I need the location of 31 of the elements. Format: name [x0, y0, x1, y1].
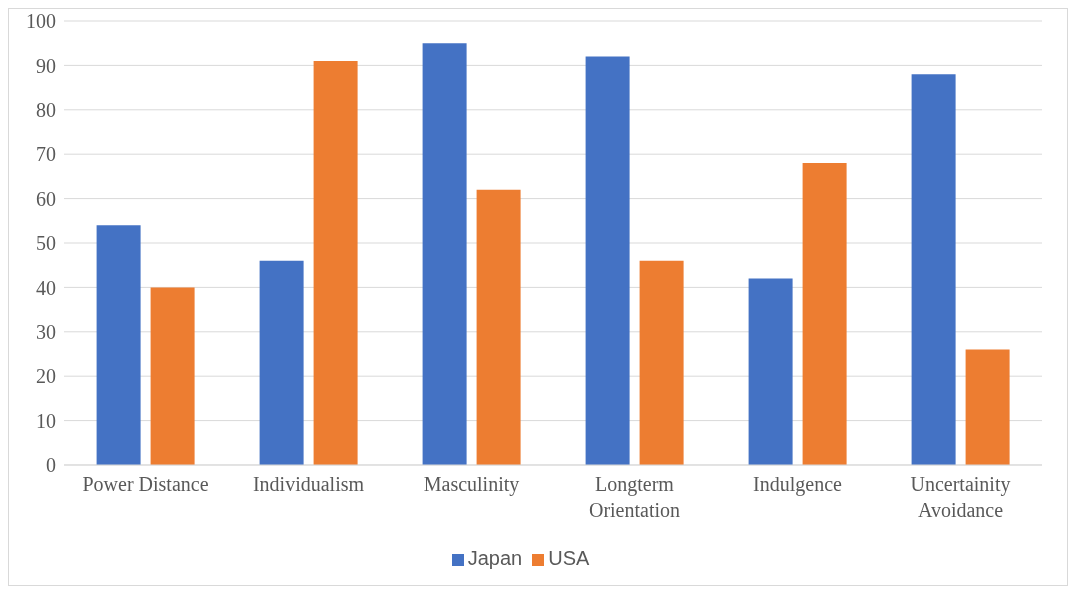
bar	[422, 43, 467, 465]
y-tick-label: 50	[36, 232, 56, 255]
y-tick-label: 20	[36, 365, 56, 388]
bar	[911, 74, 956, 465]
bar	[965, 349, 1010, 465]
y-tick-label: 80	[36, 98, 56, 121]
bar	[150, 287, 195, 465]
x-tick-label: Indulgence	[753, 473, 843, 496]
bar	[639, 260, 684, 465]
legend-label: USA	[548, 547, 590, 569]
bar	[96, 225, 141, 465]
x-tick-label: Longterm Orientation	[588, 473, 681, 521]
x-tick-label: Uncertainity Avoidance	[910, 473, 1011, 521]
y-tick-label: 70	[36, 143, 56, 166]
y-tick-label: 10	[36, 409, 56, 432]
y-tick-label: 0	[46, 454, 56, 477]
x-tick-label: Masculinity	[423, 473, 520, 496]
bar	[748, 278, 793, 465]
y-tick-label: 60	[36, 187, 56, 210]
y-tick-label: 40	[36, 276, 56, 299]
y-tick-label: 100	[26, 10, 56, 33]
legend-label: Japan	[467, 547, 523, 569]
bar	[476, 189, 521, 465]
x-tick-label: Individualism	[252, 473, 365, 495]
bar	[802, 163, 847, 465]
y-tick-label: 30	[36, 320, 56, 343]
x-tick-label: Power Distance	[82, 473, 209, 495]
y-tick-label: 90	[36, 54, 56, 77]
bar	[585, 56, 630, 465]
bar	[313, 60, 358, 465]
bar	[259, 260, 304, 465]
